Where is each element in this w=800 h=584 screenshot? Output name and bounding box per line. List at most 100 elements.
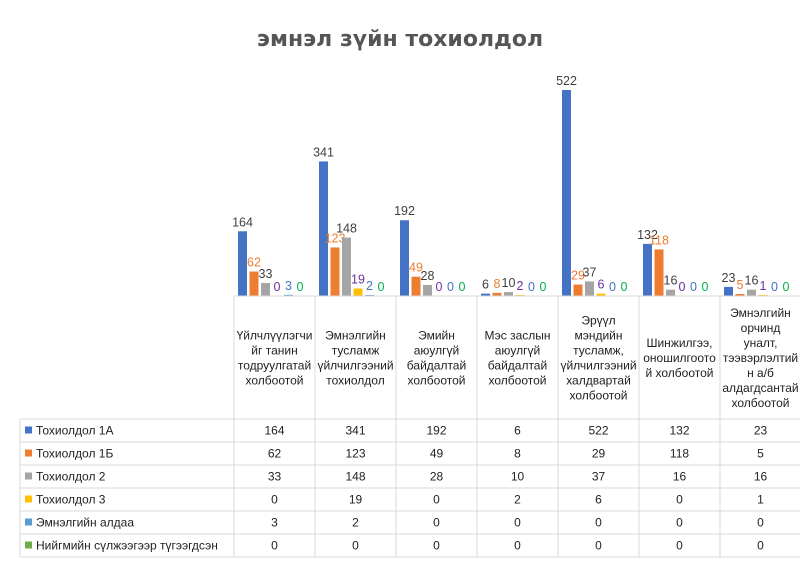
bar <box>666 289 675 296</box>
legend-swatch <box>25 495 32 503</box>
bar <box>504 292 513 296</box>
data-label: 0 <box>378 280 385 294</box>
table-cell: 123 <box>345 447 365 461</box>
bar <box>342 237 351 296</box>
table-cell: 0 <box>757 516 764 530</box>
data-label: 0 <box>297 280 304 294</box>
plot-area: 1643411926522132236212349829118533148281… <box>232 74 790 296</box>
data-label: 0 <box>702 280 709 294</box>
table-cell: 0 <box>595 516 602 530</box>
data-label: 341 <box>313 145 334 159</box>
table-cell: 2 <box>352 516 359 530</box>
bar <box>735 294 745 296</box>
table-cell: 0 <box>676 539 683 553</box>
category-label: Эрүүл мэндийн тусламж, үйлчилгээний халдварт… <box>560 314 636 403</box>
legend-entry: Нийгмийн сүлжээгээр түгээгдсэн <box>36 539 218 553</box>
table-cell: 29 <box>592 447 606 461</box>
bar <box>724 286 733 296</box>
bar <box>585 281 594 296</box>
data-label: 10 <box>502 276 516 290</box>
bar <box>654 249 664 296</box>
data-label: 118 <box>649 233 669 247</box>
category-label: Шинжилгээ, оношилгоото й холбоотой <box>643 336 716 380</box>
data-label: 28 <box>421 269 435 283</box>
bar <box>319 161 328 296</box>
table-cell: 19 <box>349 493 363 507</box>
legend-entry: Тохиолдол 2 <box>36 470 106 484</box>
bar <box>411 276 421 296</box>
legend-swatch <box>25 426 32 434</box>
bar <box>643 243 652 296</box>
data-label: 62 <box>247 256 261 270</box>
chart-title: эмнэл зүйн тохиолдол <box>257 27 543 52</box>
table-cell: 164 <box>264 424 284 438</box>
data-label: 0 <box>274 280 281 294</box>
legend-swatch <box>25 472 32 480</box>
table-cell: 0 <box>514 539 521 553</box>
data-label: 0 <box>679 280 686 294</box>
data-label: 23 <box>722 271 736 285</box>
data-label: 16 <box>664 274 678 288</box>
legend-entry: Тохиолдол 1Б <box>36 447 113 461</box>
data-label: 5 <box>737 278 744 292</box>
table-cell: 0 <box>676 493 683 507</box>
data-table: Үйлчлүүлэгчи йг танин тодруулгатай холбоото… <box>19 295 800 558</box>
table-cell: 0 <box>595 539 602 553</box>
legend-entry: Тохиолдол 3 <box>36 493 106 507</box>
data-label: 1 <box>760 279 767 293</box>
table-cell: 16 <box>673 470 687 484</box>
bar <box>562 90 571 296</box>
table-cell: 28 <box>430 470 444 484</box>
table-cell: 0 <box>676 516 683 530</box>
table-cell: 148 <box>345 470 365 484</box>
table-cell: 0 <box>433 493 440 507</box>
table-cell: 0 <box>271 539 278 553</box>
table-cell: 5 <box>757 447 764 461</box>
legend-swatch <box>25 449 32 457</box>
bar <box>284 294 293 296</box>
table-cell: 0 <box>514 516 521 530</box>
data-label: 49 <box>409 261 423 275</box>
data-label: 148 <box>336 222 357 236</box>
legend-entry: Эмнэлгийн алдаа <box>36 516 134 530</box>
data-label: 37 <box>583 265 597 279</box>
table-cell: 6 <box>514 424 521 438</box>
legend-swatch <box>25 518 32 526</box>
bar <box>492 292 502 296</box>
table-cell: 49 <box>430 447 444 461</box>
data-label: 0 <box>609 280 616 294</box>
bar <box>400 220 409 296</box>
data-label: 192 <box>394 204 415 218</box>
table-cell: 37 <box>592 470 606 484</box>
table-cell: 0 <box>352 539 359 553</box>
table-cell: 10 <box>511 470 525 484</box>
data-label: 522 <box>556 74 577 88</box>
table-cell: 0 <box>433 539 440 553</box>
table-cell: 2 <box>514 493 521 507</box>
category-label: Эмнэлгийн орчинд уналт, тээвэрлэлтий н а/б ал… <box>722 306 798 410</box>
bar <box>596 293 606 296</box>
data-label: 0 <box>771 280 778 294</box>
table-cell: 8 <box>514 447 521 461</box>
table-cell: 33 <box>268 470 282 484</box>
table-cell: 118 <box>670 447 689 461</box>
data-label: 19 <box>351 273 365 287</box>
data-label: 8 <box>494 277 501 291</box>
table-cell: 23 <box>754 424 768 438</box>
table-cell: 0 <box>757 539 764 553</box>
bar <box>238 231 247 296</box>
data-label: 123 <box>325 231 346 245</box>
data-label: 0 <box>436 280 443 294</box>
category-label: Мэс заслын аюулгүй байдалтай холбоотой <box>484 329 550 388</box>
data-label: 0 <box>447 280 454 294</box>
data-label: 0 <box>540 280 547 294</box>
data-label: 0 <box>459 280 466 294</box>
table-cell: 3 <box>271 516 278 530</box>
category-label: Эмийн аюулгүй байдалтай холбоотой <box>407 329 466 388</box>
bar <box>261 282 270 296</box>
category-label: Үйлчлүүлэгчи йг танин тодруулгатай холбоото… <box>237 329 313 388</box>
data-label: 6 <box>598 278 605 292</box>
table-cell: 522 <box>588 424 608 438</box>
bar <box>353 288 363 296</box>
